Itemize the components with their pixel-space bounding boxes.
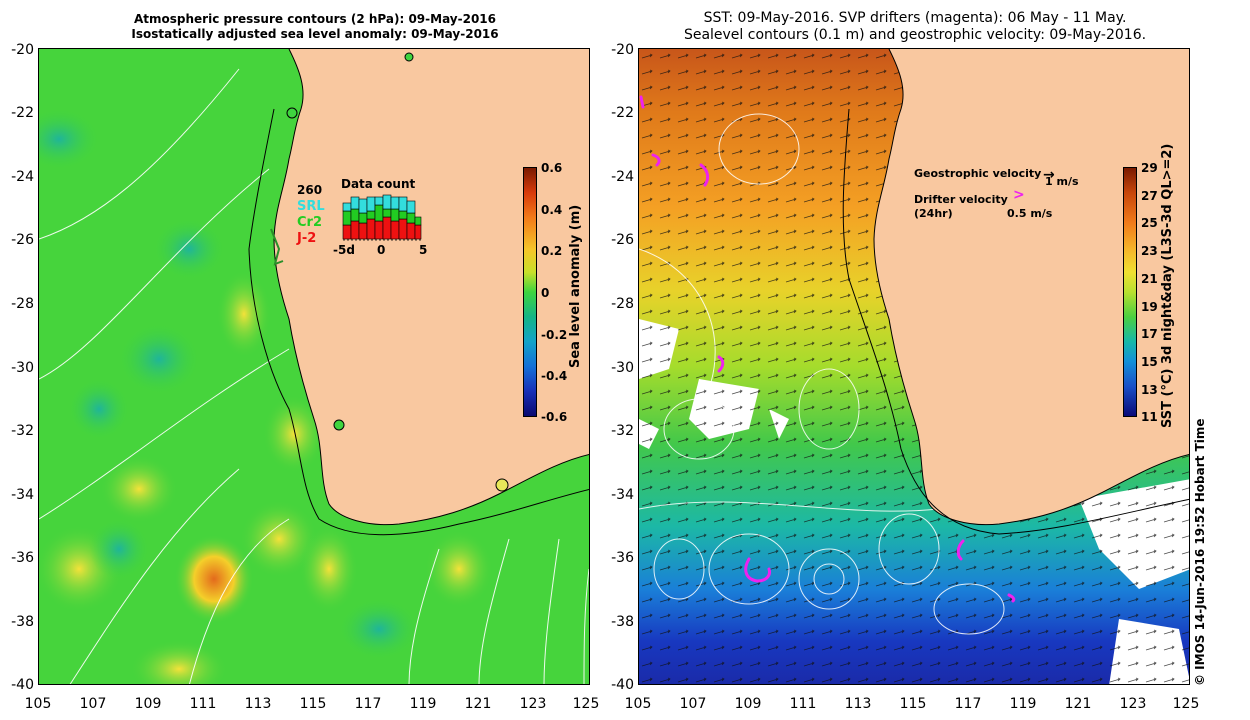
left-cbar-tick: -0.4 [541,369,568,383]
left-xtick: 117 [354,696,382,712]
right-cbar-tick: 15 [1141,355,1158,369]
drifter-scale: 0.5 m/s [1007,207,1053,220]
right-xtick: 121 [1064,696,1092,712]
left-ytick: -20 [11,42,34,58]
left-xtick: 123 [519,696,547,712]
geostrophic-arrow-icon: → [1043,167,1055,183]
left-colorbar [523,167,537,417]
right-map[interactable]: Geostrophic velocity → 1 m/s Drifter vel… [638,48,1190,685]
drifter-velocity-label: Drifter velocity [914,193,1008,206]
drifter-period: (24hr) [914,207,953,220]
right-cbar-tick: 25 [1141,216,1158,230]
legend-cr2: Cr2 [297,215,322,230]
right-xtick: 117 [954,696,982,712]
right-xtick: 111 [789,696,817,712]
left-ytick: -24 [11,169,34,185]
left-ytick: -26 [11,232,34,248]
legend-srl: SRL [297,199,325,214]
right-xtick: 109 [734,696,762,712]
left-xtick: 113 [244,696,272,712]
right-cbar-tick: 11 [1141,410,1158,424]
right-xtick: 119 [1009,696,1037,712]
legend-j2: J-2 [297,231,317,246]
left-map[interactable]: Data count 260 SRL Cr2 J-2 [38,48,590,685]
right-xtick: 123 [1119,696,1147,712]
right-cbar-tick: 29 [1141,161,1158,175]
left-cbar-tick: 0.2 [541,244,563,258]
right-ytick: -28 [611,296,634,312]
left-xtick: 105 [24,696,52,712]
right-cbar-tick: 27 [1141,189,1158,203]
right-title: SST: 09-May-2016. SVP drifters (magenta)… [640,10,1190,44]
right-cbar-tick: 13 [1141,383,1158,397]
left-xtick: 121 [464,696,492,712]
right-ytick: -22 [611,105,634,121]
left-ytick: -28 [11,296,34,312]
imos-credit: © IMOS 14-Jun-2016 19:52 Hobart Time [1193,418,1207,686]
inset-xtick-3: 5 [419,243,428,257]
right-xtick: 115 [899,696,927,712]
inset-xtick-1: -5d [333,243,355,257]
left-xtick: 109 [134,696,162,712]
right-ytick: -30 [611,360,634,376]
left-colorbar-label: Sea level anomaly (m) [568,204,583,368]
left-xtick: 119 [409,696,437,712]
data-count-inset: Data count 260 SRL Cr2 J-2 [297,177,427,257]
geostrophic-velocity-label: Geostrophic velocity [914,167,1042,180]
right-ytick: -38 [611,614,634,630]
left-map-graphic [39,49,589,684]
right-title-line2: Sealevel contours (0.1 m) and geostrophi… [683,27,1147,43]
left-ytick: -36 [11,550,34,566]
data-count-title: Data count [341,177,416,191]
right-cbar-tick: 19 [1141,300,1158,314]
left-ytick: -34 [11,487,34,503]
left-cbar-tick: -0.6 [541,410,568,424]
left-title: Atmospheric pressure contours (2 hPa): 0… [40,12,590,42]
right-cbar-tick: 21 [1141,272,1158,286]
left-title-line2: Isostatically adjusted sea level anomaly… [131,27,499,41]
left-cbar-tick: -0.2 [541,328,568,342]
left-cbar-tick: 0 [541,286,550,300]
inset-xtick-2: 0 [377,243,386,257]
right-ytick: -26 [611,232,634,248]
right-xtick: 125 [1172,696,1200,712]
left-xtick: 111 [189,696,217,712]
right-cbar-tick: 17 [1141,327,1158,341]
left-ytick: -30 [11,360,34,376]
right-xtick: 107 [679,696,707,712]
right-xtick: 113 [844,696,872,712]
left-xtick: 125 [572,696,600,712]
right-ytick: -40 [611,677,634,693]
left-xtick: 107 [79,696,107,712]
right-ytick: -32 [611,423,634,439]
data-count-max: 260 [297,183,323,197]
left-ytick: -38 [11,614,34,630]
left-xtick: 115 [299,696,327,712]
right-colorbar-label: SST (°C) 3d night&day (L3S-3d QL>=2) [1160,143,1175,428]
data-count-bars [342,194,423,241]
left-title-line1: Atmospheric pressure contours (2 hPa): 0… [133,12,496,26]
left-ytick: -22 [11,105,34,121]
right-ytick: -24 [611,169,634,185]
right-xtick: 105 [624,696,652,712]
right-map-graphic [639,49,1189,684]
drifter-arrow-icon: > [1013,187,1025,203]
right-colorbar [1123,167,1137,417]
right-title-line1: SST: 09-May-2016. SVP drifters (magenta)… [703,10,1127,26]
left-cbar-tick: 0.6 [541,161,563,175]
right-ytick: -34 [611,487,634,503]
geostrophic-scale: 1 m/s [1045,175,1079,188]
right-cbar-tick: 23 [1141,244,1158,258]
left-ytick: -40 [11,677,34,693]
right-ytick: -36 [611,550,634,566]
right-ytick: -20 [611,42,634,58]
left-ytick: -32 [11,423,34,439]
left-cbar-tick: 0.4 [541,203,563,217]
